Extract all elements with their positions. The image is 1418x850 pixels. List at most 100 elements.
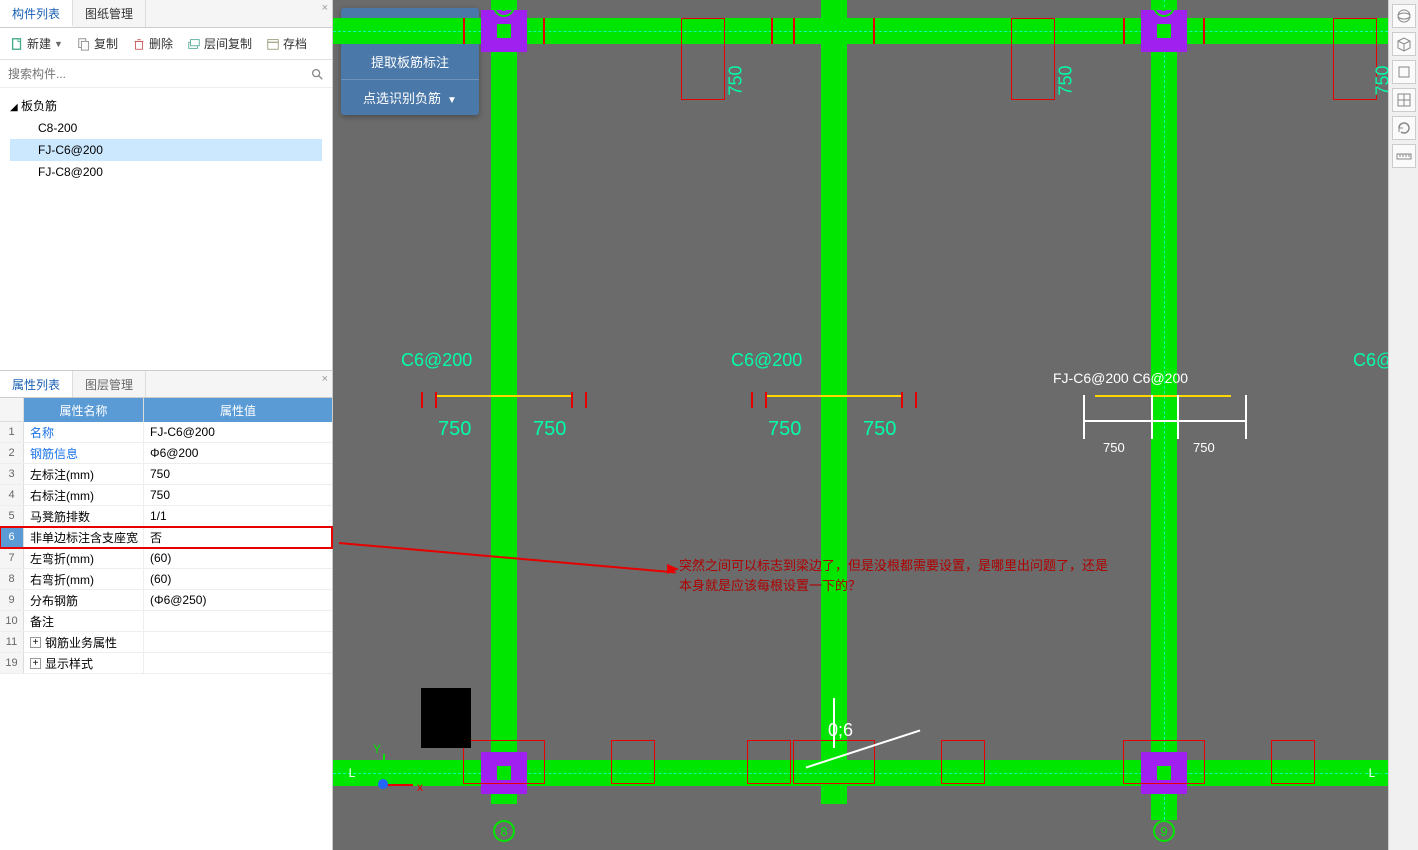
prop-row[interactable]: 11+钢筋业务属性 — [0, 632, 332, 653]
tick — [421, 392, 423, 408]
prop-name: 左标注(mm) — [24, 464, 144, 484]
delete-icon — [132, 37, 146, 51]
prop-row[interactable]: 9分布钢筋(Φ6@250) — [0, 590, 332, 611]
coord-y-label: Y — [373, 742, 381, 756]
prop-value[interactable]: 1/1 — [144, 506, 332, 526]
axis-number-8-bot: 8 — [493, 820, 515, 842]
archive-button[interactable]: 存档 — [260, 32, 313, 55]
view-3d-button[interactable] — [1392, 4, 1416, 28]
layer-copy-label: 层间复制 — [204, 35, 252, 52]
rebar-line — [765, 395, 901, 397]
tab-component-list[interactable]: 构件列表 — [0, 0, 73, 27]
dim-750-mid: 750 — [768, 418, 801, 441]
layer-copy-button[interactable]: 层间复制 — [181, 32, 258, 55]
prop-row[interactable]: 19+显示样式 — [0, 653, 332, 674]
prop-idx: 5 — [0, 506, 24, 526]
tick — [765, 392, 767, 408]
wireframe-button[interactable] — [1392, 88, 1416, 112]
prop-name: 名称 — [24, 422, 144, 442]
dim-bracket — [1083, 420, 1247, 422]
close-icon[interactable]: × — [322, 2, 328, 14]
markup-box — [1011, 18, 1055, 100]
tree-item-fjc8[interactable]: FJ-C8@200 — [10, 161, 322, 183]
prop-row[interactable]: 10备注 — [0, 611, 332, 632]
property-table: 1名称FJ-C6@2002钢筋信息Φ6@2003左标注(mm)7504右标注(m… — [0, 422, 332, 674]
front-view-button[interactable] — [1392, 60, 1416, 84]
markup-line — [1203, 18, 1205, 44]
tree-item-c8[interactable]: C8-200 — [10, 117, 322, 139]
expand-icon[interactable]: + — [30, 658, 41, 669]
prop-value[interactable]: FJ-C6@200 — [144, 422, 332, 442]
prop-name: 左弯折(mm) — [24, 548, 144, 568]
wireframe-icon — [1396, 92, 1412, 108]
prop-row[interactable]: 1名称FJ-C6@200 — [0, 422, 332, 443]
globe-icon — [1396, 8, 1412, 24]
new-button[interactable]: 新建 ▼ — [4, 32, 69, 55]
prop-header-name: 属性名称 — [24, 398, 144, 422]
archive-label: 存档 — [283, 35, 307, 52]
markup-line — [1123, 18, 1125, 44]
dim-750-mid: 750 — [438, 418, 471, 441]
dim-bracket — [1083, 395, 1085, 439]
markup-box — [611, 740, 655, 784]
prop-name: 非单边标注含支座宽 — [24, 527, 144, 547]
prop-row[interactable]: 2钢筋信息Φ6@200 — [0, 443, 332, 464]
prop-value[interactable] — [144, 632, 332, 652]
delete-button[interactable]: 删除 — [126, 32, 179, 55]
expand-icon[interactable]: + — [30, 637, 41, 648]
tree-parent-label: 板负筋 — [21, 99, 57, 113]
tick — [585, 392, 587, 408]
arrow-head-icon — [667, 564, 679, 574]
prop-idx: 10 — [0, 611, 24, 631]
dim-750: 750 — [726, 65, 747, 95]
dim-bracket — [1151, 395, 1153, 439]
center-line-v — [1164, 0, 1165, 820]
markup-box — [1123, 740, 1205, 784]
prop-name: 右标注(mm) — [24, 485, 144, 505]
extract-rebar-label-button[interactable]: 提取板筋标注 — [341, 44, 479, 80]
point-identify-button[interactable]: 点选识别负筋▼ — [341, 80, 479, 115]
measure-button[interactable] — [1392, 144, 1416, 168]
prop-value[interactable]: 750 — [144, 485, 332, 505]
prop-row[interactable]: 4右标注(mm)750 — [0, 485, 332, 506]
drawing-canvas[interactable]: 提取板筋线 提取板筋标注 点选识别负筋▼ 750 750 750 C6@200 — [333, 0, 1388, 850]
copy-button[interactable]: 复制 — [71, 32, 124, 55]
prop-value[interactable]: 750 — [144, 464, 332, 484]
dim-750-mid: 750 — [533, 418, 566, 441]
tab-layers[interactable]: 图层管理 — [73, 371, 146, 397]
ruler-icon — [1396, 148, 1412, 164]
tree-item-fjc6[interactable]: FJ-C6@200 — [10, 139, 322, 161]
prop-row[interactable]: 5马凳筋排数1/1 — [0, 506, 332, 527]
tree-parent[interactable]: ◢ 板负筋 — [10, 94, 322, 117]
tab-props[interactable]: 属性列表 — [0, 371, 73, 397]
prop-value[interactable] — [144, 653, 332, 673]
markup-box — [681, 18, 725, 100]
leader-line — [833, 698, 835, 748]
search-input[interactable] — [8, 67, 310, 81]
prop-name: 右弯折(mm) — [24, 569, 144, 589]
prop-row[interactable]: 7左弯折(mm)(60) — [0, 548, 332, 569]
copy-icon — [77, 37, 91, 51]
dim-750-mid: 750 — [863, 418, 896, 441]
prop-name: +钢筋业务属性 — [24, 632, 144, 652]
prop-value[interactable]: Φ6@200 — [144, 443, 332, 463]
prop-value[interactable]: (60) — [144, 569, 332, 589]
prop-row[interactable]: 3左标注(mm)750 — [0, 464, 332, 485]
new-icon — [10, 37, 24, 51]
close-props-icon[interactable]: × — [322, 373, 328, 385]
prop-value[interactable]: (60) — [144, 548, 332, 568]
right-toolbar — [1388, 0, 1418, 850]
prop-header-value: 属性值 — [144, 398, 332, 422]
search-icon[interactable] — [310, 67, 324, 81]
dim-750-white: 750 — [1103, 440, 1125, 455]
prop-row[interactable]: 8右弯折(mm)(60) — [0, 569, 332, 590]
iso-view-button[interactable] — [1392, 32, 1416, 56]
tick — [915, 392, 917, 408]
prop-value[interactable]: 否 — [144, 527, 332, 547]
tab-drawing-mgmt[interactable]: 图纸管理 — [73, 0, 146, 27]
tick — [435, 392, 437, 408]
prop-row[interactable]: 6非单边标注含支座宽否 — [0, 527, 332, 548]
rotate-button[interactable] — [1392, 116, 1416, 140]
prop-value[interactable]: (Φ6@250) — [144, 590, 332, 610]
prop-value[interactable] — [144, 611, 332, 631]
